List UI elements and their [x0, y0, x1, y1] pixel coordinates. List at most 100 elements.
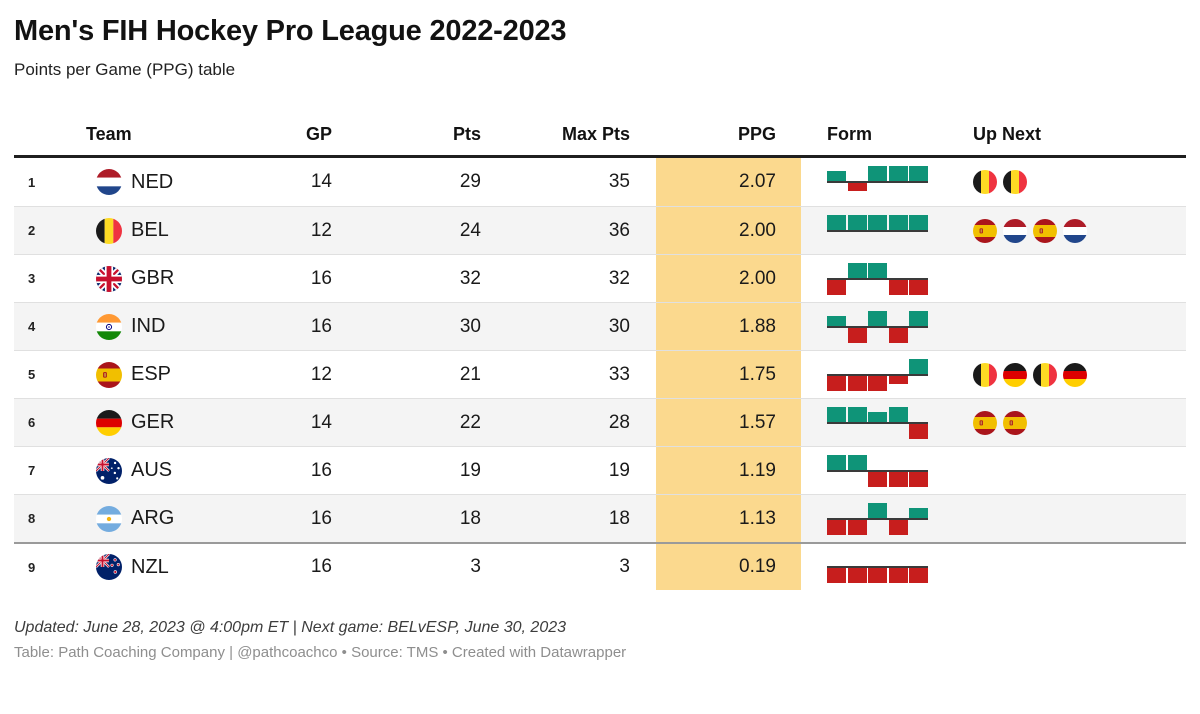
rank-cell: 1 — [28, 174, 36, 190]
page-subtitle: Points per Game (PPG) table — [14, 60, 236, 79]
gp-cell: 14 — [310, 171, 332, 192]
max-pts-cell: 30 — [608, 315, 630, 337]
rank-cell: 6 — [28, 415, 36, 430]
flag-ned-icon — [96, 169, 122, 195]
flag-arg-icon — [96, 505, 122, 532]
form-bar-win — [827, 214, 846, 230]
team-abbr: AUS — [131, 459, 173, 481]
flag-nzl-icon — [96, 554, 122, 580]
flag-gbr-icon — [96, 265, 122, 292]
form-bar-shootout-win — [827, 171, 846, 181]
pts-cell: 30 — [459, 315, 481, 337]
team-cell: IND — [86, 303, 252, 350]
ppg-cell: 0.19 — [656, 544, 801, 590]
form-cell — [801, 351, 955, 398]
rank-cell: 4 — [28, 319, 36, 334]
up-next-cell — [955, 399, 1186, 446]
rank-cell: 5 — [28, 367, 36, 382]
form-bar-shootout-win — [827, 315, 846, 326]
rank-cell: 2 — [28, 223, 36, 238]
team-abbr: GER — [131, 411, 175, 433]
team-cell: ESP — [86, 351, 252, 398]
team-abbr: ESP — [131, 363, 172, 385]
flag-esp-icon — [973, 410, 997, 435]
form-bar-win — [888, 214, 908, 230]
form-bar-loss — [888, 327, 908, 343]
column-header-max-pts: Max Pts — [561, 124, 630, 144]
gp-cell: 16 — [310, 315, 332, 337]
form-cell — [801, 399, 955, 446]
column-header-form: Form — [827, 124, 872, 144]
up-next-cell — [955, 207, 1186, 254]
form-bar-win — [868, 502, 887, 518]
form-bar-win — [868, 262, 887, 278]
ppg-table: Team GP Pts Max Pts PPG Form Up Next 1 NE… — [14, 111, 1186, 590]
rank-cell: 3 — [28, 271, 36, 286]
table-row-bel: 2 BEL 12 24 36 2.00 — [14, 206, 1186, 254]
form-bar-win — [847, 454, 867, 470]
form-baseline — [827, 277, 928, 280]
max-pts-cell: 3 — [619, 556, 630, 577]
gp-cell: 16 — [310, 507, 332, 529]
table-header-row: Team GP Pts Max Pts PPG Form Up Next — [14, 111, 1186, 158]
column-header-gp: GP — [305, 124, 332, 144]
pts-cell: 29 — [459, 171, 481, 192]
ppg-cell: 1.75 — [656, 351, 801, 398]
form-cell — [801, 447, 955, 494]
form-bar-loss — [888, 471, 908, 487]
max-pts-cell: 35 — [608, 171, 630, 192]
form-bar-win — [909, 358, 928, 374]
flag-bel-icon — [1033, 362, 1057, 387]
page-title: Men's FIH Hockey Pro League 2022-2023 — [14, 15, 567, 47]
team-cell: GER — [86, 399, 252, 446]
pts-cell: 32 — [459, 267, 481, 289]
up-next-cell — [955, 158, 1186, 206]
form-bar-shootout-win — [909, 507, 928, 518]
table-row-ned: 1 NED 14 29 35 2.07 — [14, 158, 1186, 206]
gp-cell: 16 — [310, 459, 332, 481]
up-next-cell — [955, 255, 1186, 302]
form-bar-loss — [847, 327, 867, 343]
up-next-cell — [955, 495, 1186, 542]
form-bar-loss — [909, 279, 928, 295]
form-bar-loss — [888, 519, 908, 535]
max-pts-cell: 28 — [608, 411, 630, 433]
form-cell — [801, 255, 955, 302]
team-abbr: NED — [131, 170, 174, 193]
flag-ger-icon — [1063, 362, 1087, 387]
form-bar-loss — [847, 375, 867, 391]
form-bar-loss — [868, 568, 887, 583]
pts-cell: 3 — [470, 556, 481, 577]
form-baseline — [827, 469, 928, 472]
max-pts-cell: 32 — [608, 267, 630, 289]
form-bar-win — [868, 310, 887, 326]
form-bar-win — [847, 262, 867, 278]
table-row-esp: 5 ESP 12 21 33 1.75 — [14, 350, 1186, 398]
form-sparkline — [827, 164, 928, 200]
form-baseline — [827, 373, 928, 376]
flag-esp-icon — [1003, 410, 1027, 435]
form-bar-loss — [909, 471, 928, 487]
form-bar-loss — [827, 375, 846, 391]
team-abbr: ARG — [131, 507, 175, 529]
form-bar-win — [909, 310, 928, 326]
form-bar-loss — [909, 423, 928, 439]
form-bar-win — [888, 406, 908, 422]
team-abbr: GBR — [131, 267, 175, 289]
form-cell — [801, 303, 955, 350]
column-header-pts: Pts — [452, 124, 481, 144]
column-header-up-next: Up Next — [973, 124, 1042, 144]
table-row-gbr: 3 GBR 16 32 32 2.00 — [14, 254, 1186, 302]
form-sparkline — [827, 309, 928, 345]
form-bar-loss — [868, 471, 887, 487]
form-bar-win — [868, 214, 887, 230]
gp-cell: 12 — [310, 363, 332, 385]
form-bar-loss — [909, 568, 928, 583]
column-header-ppg: PPG — [737, 124, 776, 144]
max-pts-cell: 33 — [608, 363, 630, 385]
form-baseline — [827, 517, 928, 520]
flag-ned-icon — [1003, 218, 1027, 243]
updated-note: Updated: June 28, 2023 @ 4:00pm ET | Nex… — [14, 619, 567, 636]
flag-ind-icon — [96, 313, 122, 340]
pts-cell: 18 — [459, 507, 481, 529]
